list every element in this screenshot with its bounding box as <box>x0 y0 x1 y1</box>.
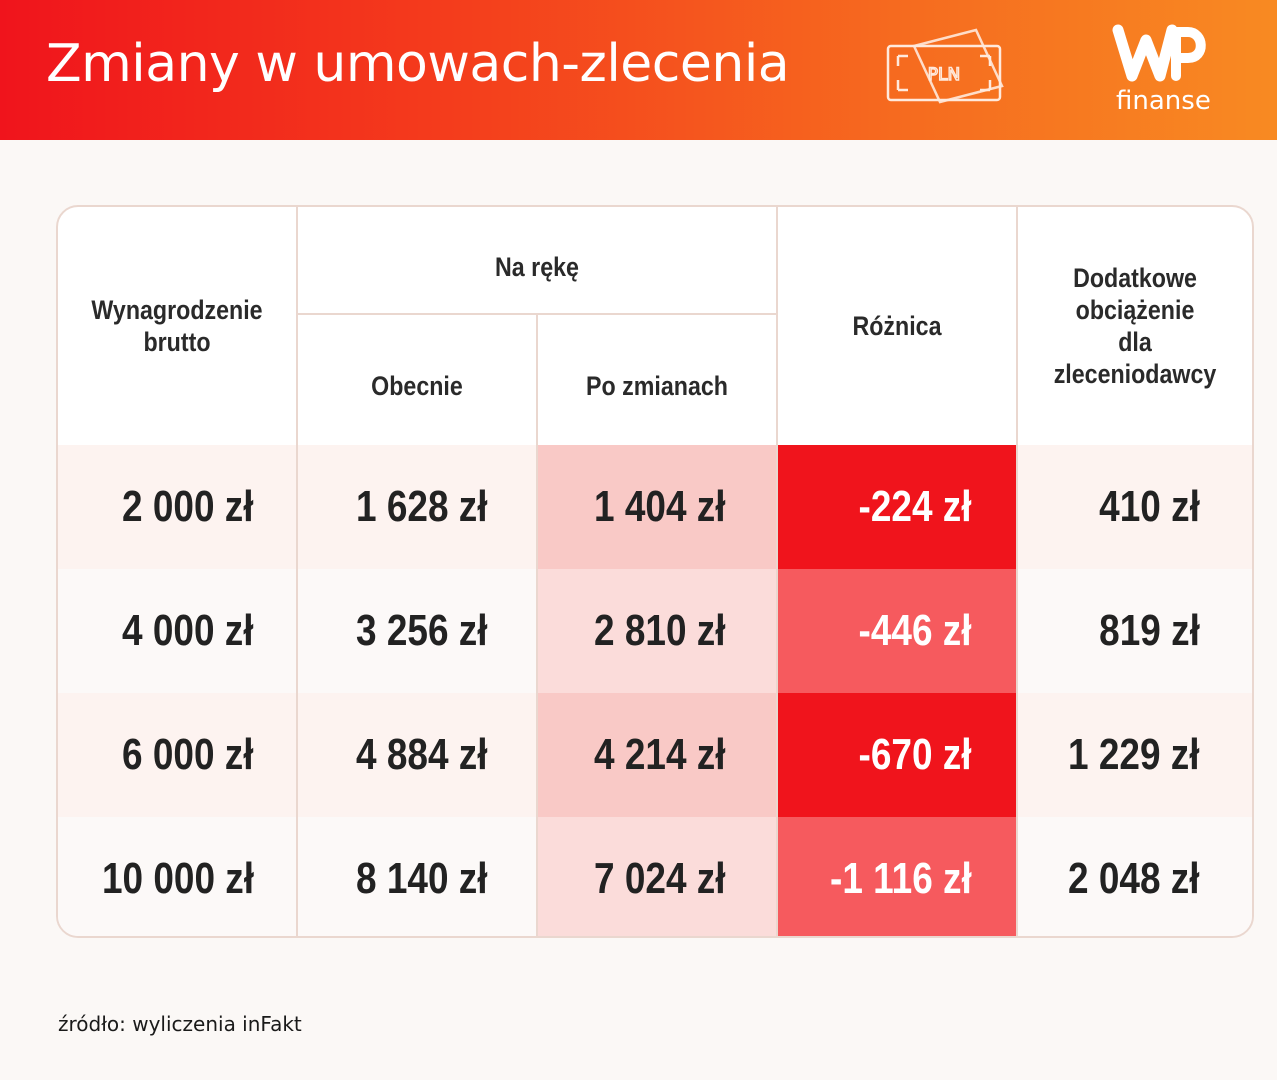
current-cell: 1 628 zł <box>298 445 488 569</box>
after-cell-bg-2 <box>538 569 776 693</box>
after-value: 1 404 zł <box>594 482 726 531</box>
difference-cell: -670 zł <box>778 693 972 817</box>
employer-value: 410 zł <box>1099 482 1200 531</box>
difference-cell: -446 zł <box>778 569 972 693</box>
diff-cell-bg-3 <box>778 693 1016 817</box>
header-employer-cost: Dodatkowe obciążenie dla zleceniodawcy <box>1034 207 1235 445</box>
page-title: Zmiany w umowach-zlecenia <box>46 34 790 94</box>
column-divider <box>1016 207 1018 936</box>
gross-cell: 2 000 zł <box>58 445 254 569</box>
current-value: 1 628 zł <box>356 482 488 531</box>
after-cell: 2 810 zł <box>538 569 726 693</box>
header-net-group: Na rękę <box>331 207 742 313</box>
gross-value: 6 000 zł <box>122 730 254 779</box>
after-value: 4 214 zł <box>594 730 726 779</box>
employer-cell: 2 048 zł <box>1018 817 1200 936</box>
gross-cell: 10 000 zł <box>58 817 254 936</box>
diff-cell-bg-1 <box>778 445 1016 569</box>
diff-cell-bg-4 <box>778 817 1016 936</box>
after-cell-bg-3 <box>538 693 776 817</box>
employer-value: 1 229 zł <box>1068 730 1200 779</box>
difference-value: -670 zł <box>859 730 972 779</box>
header-employer-cost-label: Dodatkowe obciążenie dla zleceniodawcy <box>1053 263 1217 389</box>
header-net-after-label: Po zmianach <box>586 371 728 401</box>
wp-finanse-logo: finanse <box>1108 22 1228 122</box>
after-cell-bg-1 <box>538 445 776 569</box>
pln-label: PLN <box>928 65 960 85</box>
column-divider <box>776 207 778 936</box>
gross-value: 10 000 zł <box>101 854 254 903</box>
column-divider <box>536 313 538 936</box>
header-subdivider <box>296 313 778 315</box>
source-note: źródło: wyliczenia inFakt <box>58 1012 302 1036</box>
employer-cell: 410 zł <box>1018 445 1200 569</box>
difference-cell: -1 116 zł <box>778 817 972 936</box>
header-net-current: Obecnie <box>315 315 520 445</box>
wp-logo-icon <box>1112 24 1206 82</box>
after-cell: 1 404 zł <box>538 445 726 569</box>
header-banner: Zmiany w umowach-zlecenia PLN finanse <box>0 0 1277 140</box>
logo-text: finanse <box>1116 86 1211 116</box>
header-net-after: Po zmianach <box>555 315 760 445</box>
after-value: 2 810 zł <box>594 606 726 655</box>
employer-cell: 1 229 zł <box>1018 693 1200 817</box>
header-difference: Różnica <box>795 207 1000 445</box>
after-cell: 4 214 zł <box>538 693 726 817</box>
current-value: 4 884 zł <box>356 730 488 779</box>
diff-cell-bg-2 <box>778 569 1016 693</box>
gross-cell: 6 000 zł <box>58 693 254 817</box>
gross-value: 4 000 zł <box>122 606 254 655</box>
after-cell-bg-4 <box>538 817 776 936</box>
current-value: 3 256 zł <box>356 606 488 655</box>
banknote-icon: PLN <box>886 28 1004 104</box>
header-net-current-label: Obecnie <box>371 371 463 401</box>
difference-cell: -224 zł <box>778 445 972 569</box>
header-gross: Wynagrodzenie brutto <box>75 207 280 445</box>
current-cell: 4 884 zł <box>298 693 488 817</box>
current-value: 8 140 zł <box>356 854 488 903</box>
gross-cell: 4 000 zł <box>58 569 254 693</box>
difference-value: -446 zł <box>859 606 972 655</box>
gross-value: 2 000 zł <box>122 482 254 531</box>
difference-value: -1 116 zł <box>830 854 972 903</box>
employer-value: 819 zł <box>1099 606 1200 655</box>
header-difference-label: Różnica <box>852 311 942 341</box>
comparison-table: Wynagrodzenie brutto Na rękę Obecnie Po … <box>56 205 1254 938</box>
header-net-group-label: Na rękę <box>495 252 579 282</box>
current-cell: 3 256 zł <box>298 569 488 693</box>
employer-cell: 819 zł <box>1018 569 1200 693</box>
column-divider <box>296 207 298 936</box>
after-cell: 7 024 zł <box>538 817 726 936</box>
difference-value: -224 zł <box>859 482 972 531</box>
header-gross-label: Wynagrodzenie brutto <box>91 295 263 357</box>
after-value: 7 024 zł <box>594 854 726 903</box>
employer-value: 2 048 zł <box>1068 854 1200 903</box>
current-cell: 8 140 zł <box>298 817 488 936</box>
